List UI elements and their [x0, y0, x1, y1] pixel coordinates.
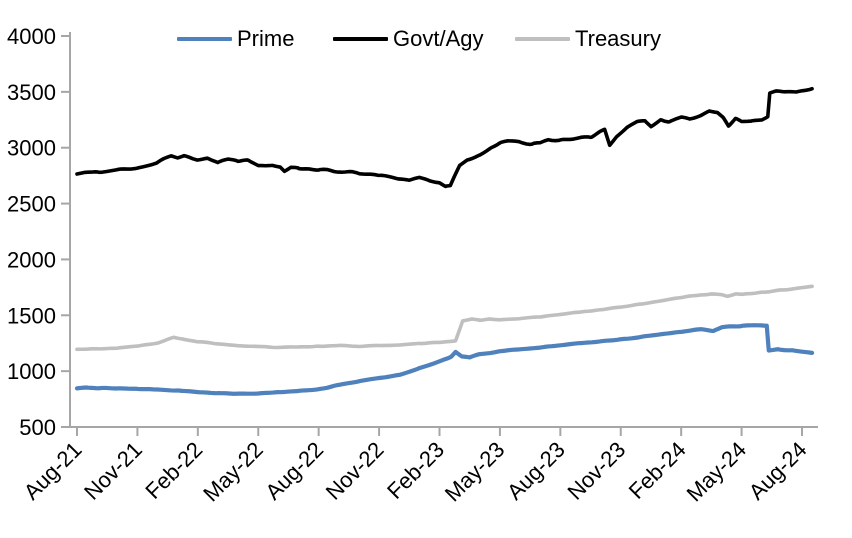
x-tick-label: Aug-24 [744, 437, 812, 505]
series-line-govt-agy [75, 86, 814, 189]
x-tick-label: Aug-22 [260, 437, 328, 505]
y-tick-label: 500 [19, 415, 56, 440]
x-tick-label: Feb-23 [382, 437, 449, 504]
series-line-treasury [75, 284, 814, 352]
x-tick-label: Nov-23 [562, 437, 630, 505]
x-tick-label: May-23 [440, 437, 510, 507]
x-tick-label: May-22 [198, 437, 268, 507]
treasury-line-swatch [515, 37, 570, 41]
y-tick-label: 1500 [7, 303, 56, 328]
legend-item-prime: Prime [177, 26, 294, 52]
legend-label-govt-agy: Govt/Agy [393, 26, 484, 51]
y-tick-label: 2500 [7, 192, 56, 217]
legend-label-treasury: Treasury [575, 26, 661, 51]
y-tick-label: 3500 [7, 80, 56, 105]
legend-label-prime: Prime [237, 26, 295, 51]
x-tick-label: Feb-24 [624, 437, 691, 504]
prime-line-swatch [177, 37, 232, 41]
y-tick-label: 4000 [7, 24, 56, 49]
x-tick-label: Feb-22 [140, 437, 207, 504]
legend-item-govt-agy: Govt/Agy [333, 26, 483, 52]
y-tick-label: 3000 [7, 136, 56, 161]
y-tick-label: 2000 [7, 247, 56, 272]
x-tick-label: Aug-21 [19, 437, 87, 505]
x-tick-label: Aug-23 [502, 437, 570, 505]
x-tick-label: Nov-21 [79, 437, 147, 505]
x-tick-label: Nov-22 [321, 437, 389, 505]
legend-item-treasury: Treasury [515, 26, 661, 52]
govt-agy-line-swatch [333, 37, 388, 41]
series-line-prime [74, 323, 815, 396]
x-tick-label: May-24 [682, 437, 752, 507]
y-tick-label: 1000 [7, 359, 56, 384]
